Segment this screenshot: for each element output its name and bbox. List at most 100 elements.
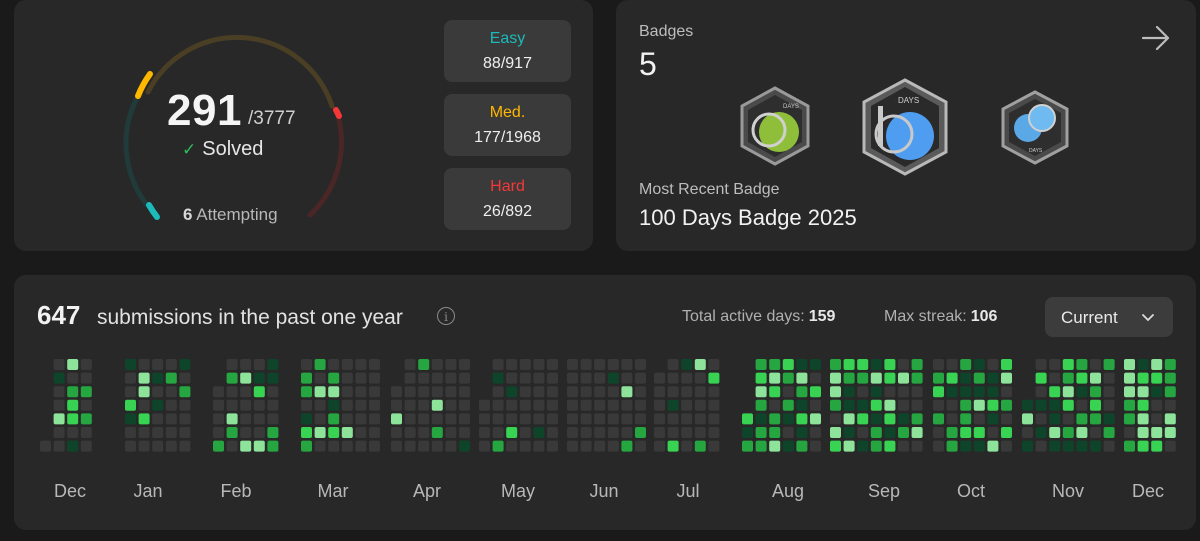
- heatmap-cell[interactable]: [314, 427, 326, 438]
- heatmap-cell[interactable]: [782, 372, 794, 384]
- heatmap-cell[interactable]: [635, 413, 646, 425]
- heatmap-cell[interactable]: [240, 440, 252, 452]
- heatmap-cell[interactable]: [973, 399, 985, 411]
- heatmap-cell[interactable]: [594, 372, 606, 384]
- heatmap-cell[interactable]: [67, 359, 79, 370]
- heatmap-cell[interactable]: [404, 427, 416, 438]
- heatmap-cell[interactable]: [1090, 372, 1101, 384]
- heatmap-cell[interactable]: [884, 399, 896, 411]
- heatmap-cell[interactable]: [810, 413, 821, 425]
- heatmap-cell[interactable]: [125, 386, 136, 398]
- heatmap-cell[interactable]: [328, 386, 340, 398]
- heatmap-cell[interactable]: [213, 413, 224, 425]
- heatmap-cell[interactable]: [404, 440, 416, 452]
- heatmap-cell[interactable]: [755, 359, 767, 370]
- heatmap-cell[interactable]: [580, 359, 592, 370]
- heatmap-cell[interactable]: [1049, 440, 1061, 452]
- heatmap-cell[interactable]: [884, 413, 896, 425]
- heatmap-cell[interactable]: [53, 399, 65, 411]
- heatmap-cell[interactable]: [226, 386, 238, 398]
- heatmap-cell[interactable]: [884, 427, 896, 438]
- heatmap-cell[interactable]: [328, 413, 340, 425]
- heatmap-cell[interactable]: [1076, 427, 1088, 438]
- heatmap-cell[interactable]: [1124, 413, 1135, 425]
- heatmap-cell[interactable]: [314, 386, 326, 398]
- heatmap-cell[interactable]: [1022, 399, 1033, 411]
- heatmap-cell[interactable]: [547, 413, 558, 425]
- heatmap-cell[interactable]: [1151, 399, 1163, 411]
- heatmap-cell[interactable]: [226, 413, 238, 425]
- heatmap-cell[interactable]: [933, 372, 944, 384]
- heatmap-cell[interactable]: [138, 372, 150, 384]
- heatmap-cell[interactable]: [418, 399, 430, 411]
- heatmap-cell[interactable]: [492, 372, 504, 384]
- heatmap-cell[interactable]: [607, 399, 619, 411]
- heatmap-cell[interactable]: [418, 359, 430, 370]
- heatmap-cell[interactable]: [547, 440, 558, 452]
- heatmap-cell[interactable]: [681, 372, 693, 384]
- heatmap-cell[interactable]: [267, 359, 279, 370]
- heatmap-cell[interactable]: [519, 440, 531, 452]
- heatmap-cell[interactable]: [708, 359, 720, 370]
- heatmap-cell[interactable]: [580, 399, 592, 411]
- heatmap-cell[interactable]: [506, 399, 518, 411]
- heatmap-cell[interactable]: [884, 386, 896, 398]
- heatmap-cell[interactable]: [125, 399, 136, 411]
- heatmap-cell[interactable]: [1137, 399, 1149, 411]
- heatmap-cell[interactable]: [769, 440, 781, 452]
- heatmap-cell[interactable]: [567, 440, 578, 452]
- heatmap-cell[interactable]: [355, 359, 367, 370]
- heatmap-cell[interactable]: [960, 372, 972, 384]
- heatmap-cell[interactable]: [152, 372, 164, 384]
- heatmap-cell[interactable]: [1090, 427, 1101, 438]
- heatmap-cell[interactable]: [1076, 386, 1088, 398]
- heatmap-cell[interactable]: [1151, 427, 1163, 438]
- heatmap-cell[interactable]: [694, 386, 706, 398]
- heatmap-cell[interactable]: [782, 359, 794, 370]
- heatmap-cell[interactable]: [165, 372, 177, 384]
- 100-days-badge-icon[interactable]: DAYS: [860, 78, 950, 176]
- heatmap-cell[interactable]: [755, 372, 767, 384]
- heatmap-cell[interactable]: [138, 427, 150, 438]
- heatmap-cell[interactable]: [567, 427, 578, 438]
- heatmap-cell[interactable]: [898, 386, 909, 398]
- heatmap-cell[interactable]: [80, 399, 92, 411]
- heatmap-cell[interactable]: [67, 399, 79, 411]
- heatmap-cell[interactable]: [404, 399, 416, 411]
- heatmap-cell[interactable]: [1124, 399, 1135, 411]
- heatmap-cell[interactable]: [567, 413, 578, 425]
- heatmap-cell[interactable]: [667, 386, 679, 398]
- heatmap-cell[interactable]: [506, 386, 518, 398]
- heatmap-cell[interactable]: [987, 359, 999, 370]
- heatmap-cell[interactable]: [80, 372, 92, 384]
- heatmap-cell[interactable]: [1049, 413, 1061, 425]
- heatmap-cell[interactable]: [519, 399, 531, 411]
- arrow-right-icon[interactable]: [1138, 20, 1174, 56]
- heatmap-cell[interactable]: [796, 440, 808, 452]
- heatmap-cell[interactable]: [1103, 440, 1115, 452]
- heatmap-cell[interactable]: [418, 440, 430, 452]
- heatmap-cell[interactable]: [843, 440, 855, 452]
- heatmap-cell[interactable]: [987, 413, 999, 425]
- heatmap-cell[interactable]: [960, 386, 972, 398]
- heatmap-cell[interactable]: [125, 440, 136, 452]
- heatmap-cell[interactable]: [314, 440, 326, 452]
- heatmap-cell[interactable]: [742, 427, 753, 438]
- heatmap-cell[interactable]: [125, 427, 136, 438]
- heatmap-cell[interactable]: [165, 386, 177, 398]
- heatmap-cell[interactable]: [1151, 359, 1163, 370]
- heatmap-cell[interactable]: [1076, 399, 1088, 411]
- heatmap-cell[interactable]: [1035, 372, 1047, 384]
- heatmap-cell[interactable]: [314, 413, 326, 425]
- heatmap-cell[interactable]: [341, 440, 353, 452]
- heatmap-cell[interactable]: [1062, 413, 1074, 425]
- heatmap-cell[interactable]: [898, 372, 909, 384]
- heatmap-cell[interactable]: [267, 440, 279, 452]
- heatmap-cell[interactable]: [492, 359, 504, 370]
- heatmap-cell[interactable]: [479, 427, 490, 438]
- heatmap-cell[interactable]: [1035, 359, 1047, 370]
- heatmap-cell[interactable]: [1164, 372, 1176, 384]
- heatmap-cell[interactable]: [1103, 359, 1115, 370]
- heatmap-cell[interactable]: [80, 359, 92, 370]
- heatmap-cell[interactable]: [654, 399, 665, 411]
